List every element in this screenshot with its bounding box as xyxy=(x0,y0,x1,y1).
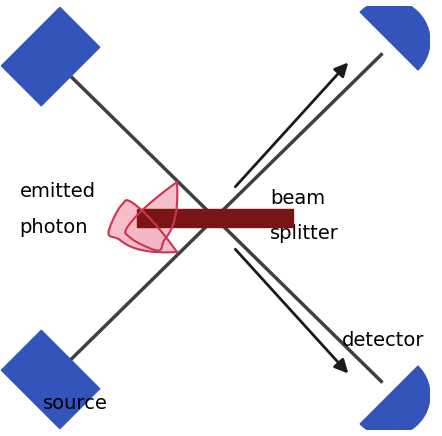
Text: photon: photon xyxy=(19,218,88,237)
Text: detector: detector xyxy=(343,331,425,350)
Bar xyxy=(137,209,293,227)
Polygon shape xyxy=(1,7,100,106)
Text: emitted: emitted xyxy=(19,182,95,201)
Polygon shape xyxy=(1,330,100,429)
Polygon shape xyxy=(360,366,430,436)
Text: source: source xyxy=(43,394,108,412)
Polygon shape xyxy=(108,200,177,252)
Polygon shape xyxy=(360,0,430,70)
Text: splitter: splitter xyxy=(271,224,339,243)
Text: beam: beam xyxy=(271,189,325,208)
Polygon shape xyxy=(125,182,177,251)
